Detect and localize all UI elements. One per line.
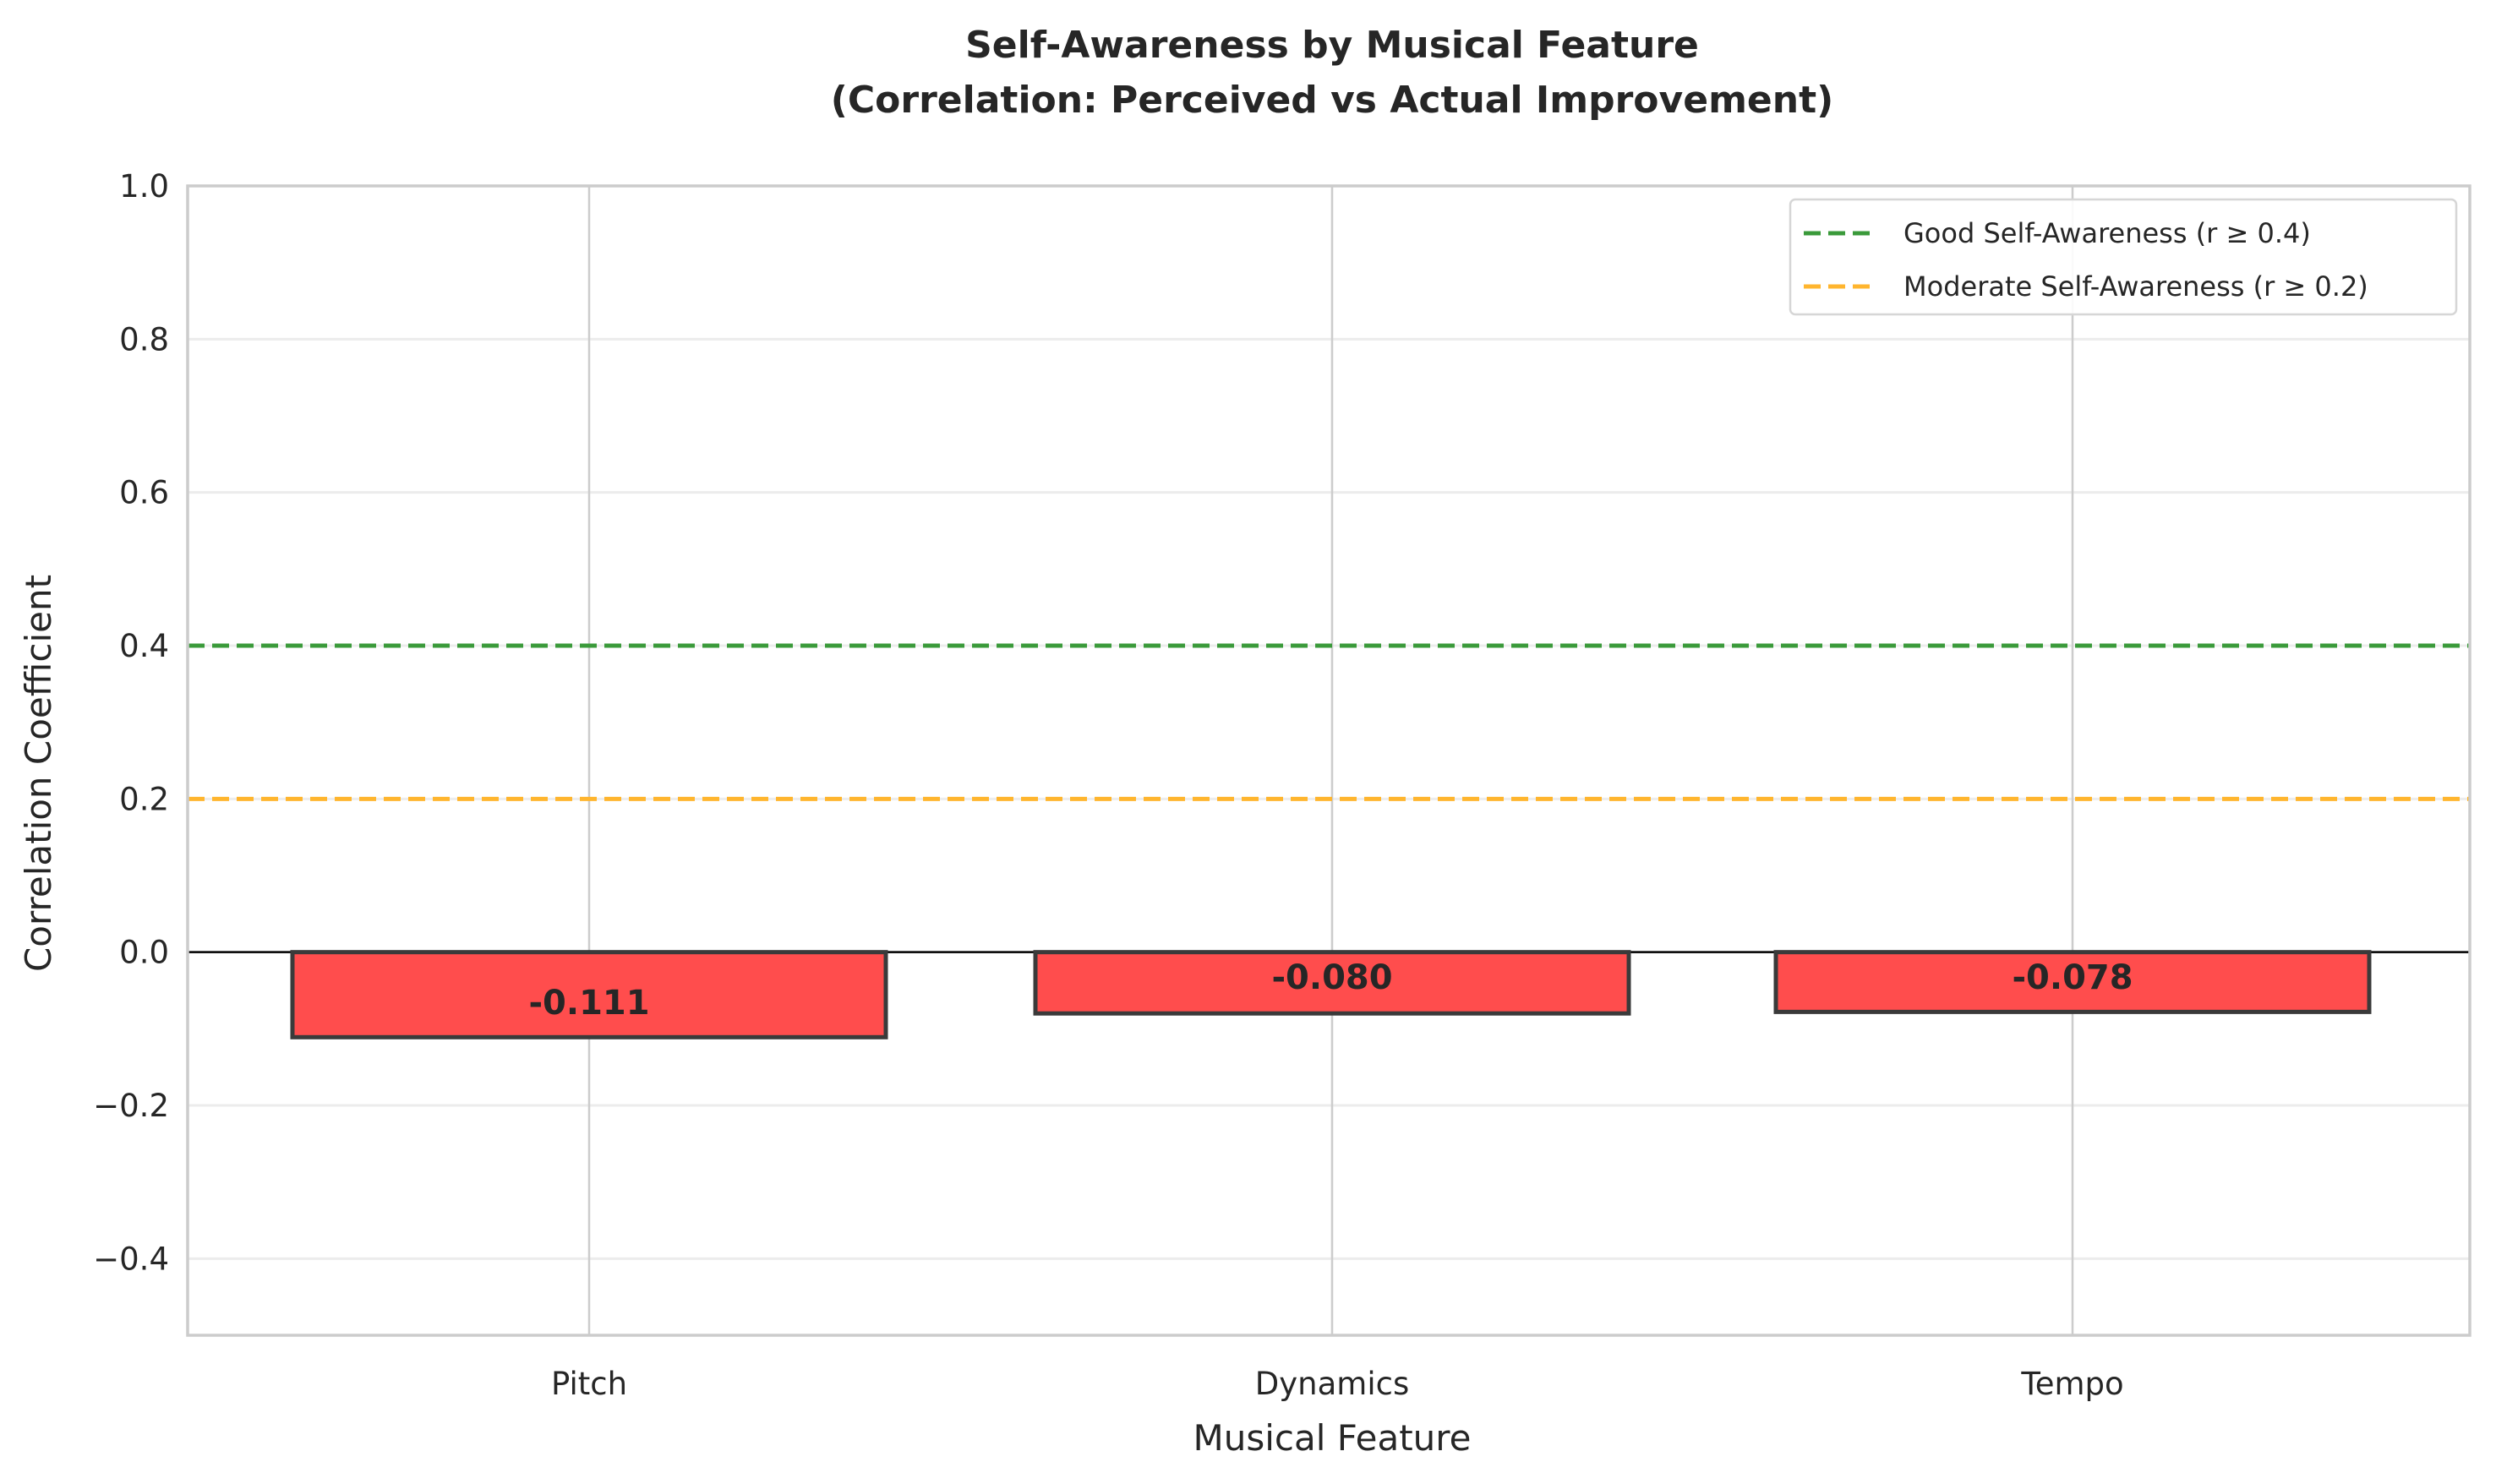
plot-frame (186, 184, 2471, 1337)
bar-tempo (1773, 950, 2372, 1014)
legend-box (1789, 198, 2458, 316)
bar-value-label: -0.080 (1271, 958, 1392, 997)
x-axis-label: Musical Feature (1193, 1417, 1472, 1459)
y-tick-label: 0.0 (119, 935, 169, 971)
x-tick-label: Tempo (2020, 1366, 2123, 1402)
legend-label-1: Good Self-Awareness (r ≥ 0.4) (1903, 217, 2311, 249)
legend-label-2: Moderate Self-Awareness (r ≥ 0.2) (1903, 270, 2368, 303)
y-tick-label: −0.4 (93, 1241, 169, 1277)
bar-dynamics (1033, 950, 1631, 1016)
x-tick-label: Dynamics (1255, 1366, 1409, 1402)
y-tick-label: 0.6 (119, 475, 169, 511)
y-axis-label: Correlation Coefficient (18, 575, 59, 972)
y-tick-label: 0.8 (119, 321, 169, 357)
x-tick-label: Pitch (551, 1366, 627, 1402)
bar-value-label: -0.111 (528, 984, 649, 1023)
y-tick-label: −0.2 (93, 1088, 169, 1124)
bar-value-label: -0.078 (2012, 958, 2133, 997)
y-tick-label: 0.4 (119, 628, 169, 664)
y-tick-label: 0.2 (119, 781, 169, 817)
plot-area: -0.111 Pitch -0.080 Dynamics -0.078 Tempo −0.4… (93, 168, 2471, 1402)
y-tick-label: 1.0 (119, 168, 169, 205)
chart-title-line-2: (Correlation: Perceived vs Actual Improv… (831, 79, 1833, 122)
chart-title-line-1: Self-Awareness by Musical Feature (965, 24, 1699, 67)
plot-background (188, 186, 2470, 1335)
bar-pitch (290, 950, 888, 1039)
